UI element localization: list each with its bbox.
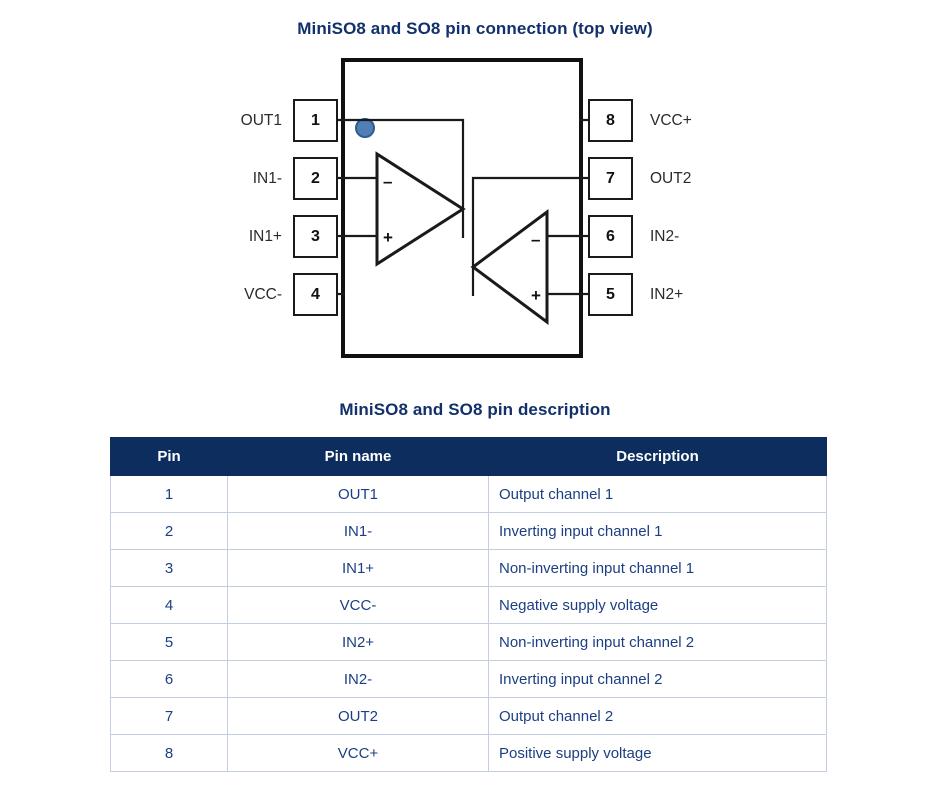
cell-pin-name: OUT1 bbox=[227, 475, 489, 513]
table-row: 2 IN1- Inverting input channel 1 bbox=[110, 512, 827, 550]
table-title: MiniSO8 and SO8 pin description bbox=[339, 400, 611, 419]
table-row: 3 IN1+ Non-inverting input channel 1 bbox=[110, 549, 827, 587]
table-row: 8 VCC+ Positive supply voltage bbox=[110, 734, 827, 772]
cell-pin: 6 bbox=[110, 660, 228, 698]
cell-description: Non-inverting input channel 1 bbox=[488, 549, 827, 587]
table-body: 1 OUT1 Output channel 1 2 IN1- Inverting… bbox=[110, 475, 827, 772]
pin-label-in1-plus: IN1+ bbox=[248, 227, 282, 245]
pin-box-2: 2 bbox=[293, 157, 338, 200]
chip-body-outline bbox=[341, 58, 583, 358]
pin-connection-diagram: – + – + 1 OUT1 2 IN1- 3 IN1+ 4 VCC- 8 VC… bbox=[0, 50, 950, 370]
table-row: 7 OUT2 Output channel 2 bbox=[110, 697, 827, 735]
table-row: 1 OUT1 Output channel 1 bbox=[110, 475, 827, 513]
pin-label-vcc-minus: VCC- bbox=[244, 285, 282, 303]
amp1-noninverting-sign: + bbox=[383, 228, 393, 247]
table-row: 6 IN2- Inverting input channel 2 bbox=[110, 660, 827, 698]
cell-description: Output channel 2 bbox=[488, 697, 827, 735]
column-header-pin: Pin bbox=[110, 437, 228, 476]
pin-label-in2-minus: IN2- bbox=[650, 227, 680, 245]
pin-box-8: 8 bbox=[588, 99, 633, 142]
cell-pin: 1 bbox=[110, 475, 228, 513]
cell-pin: 3 bbox=[110, 549, 228, 587]
page-title: MiniSO8 and SO8 pin connection (top view… bbox=[297, 19, 653, 38]
cell-pin: 7 bbox=[110, 697, 228, 735]
cell-pin-name: IN1- bbox=[227, 512, 489, 550]
column-header-pin-name: Pin name bbox=[227, 437, 489, 476]
table-header-row: Pin Pin name Description bbox=[110, 437, 827, 476]
pin-label-in2-plus: IN2+ bbox=[650, 285, 684, 303]
pin-box-4: 4 bbox=[293, 273, 338, 316]
pin-box-7: 7 bbox=[588, 157, 633, 200]
cell-pin-name: IN1+ bbox=[227, 549, 489, 587]
cell-description: Non-inverting input channel 2 bbox=[488, 623, 827, 661]
pin1-orientation-dot-icon bbox=[355, 118, 375, 138]
cell-description: Positive supply voltage bbox=[488, 734, 827, 772]
cell-description: Output channel 1 bbox=[488, 475, 827, 513]
cell-pin-name: OUT2 bbox=[227, 697, 489, 735]
cell-pin-name: IN2+ bbox=[227, 623, 489, 661]
cell-description: Inverting input channel 1 bbox=[488, 512, 827, 550]
column-header-description: Description bbox=[488, 437, 827, 476]
cell-description: Negative supply voltage bbox=[488, 586, 827, 624]
cell-pin: 8 bbox=[110, 734, 228, 772]
cell-description: Inverting input channel 2 bbox=[488, 660, 827, 698]
pin-label-out1: OUT1 bbox=[240, 111, 282, 129]
cell-pin-name: VCC+ bbox=[227, 734, 489, 772]
cell-pin: 2 bbox=[110, 512, 228, 550]
pin-box-3: 3 bbox=[293, 215, 338, 258]
amp1-inverting-sign: – bbox=[383, 172, 393, 191]
table-row: 4 VCC- Negative supply voltage bbox=[110, 586, 827, 624]
pin-description-table: Pin Pin name Description 1 OUT1 Output c… bbox=[110, 437, 827, 772]
pin-label-vcc-plus: VCC+ bbox=[650, 111, 692, 129]
amp2-noninverting-sign: + bbox=[531, 286, 541, 305]
pin-label-in1-minus: IN1- bbox=[252, 169, 282, 187]
cell-pin: 5 bbox=[110, 623, 228, 661]
pin-box-1: 1 bbox=[293, 99, 338, 142]
cell-pin-name: IN2- bbox=[227, 660, 489, 698]
table-row: 5 IN2+ Non-inverting input channel 2 bbox=[110, 623, 827, 661]
pin-box-6: 6 bbox=[588, 215, 633, 258]
pin-box-5: 5 bbox=[588, 273, 633, 316]
cell-pin: 4 bbox=[110, 586, 228, 624]
amp2-inverting-sign: – bbox=[531, 230, 541, 249]
pin-label-out2: OUT2 bbox=[650, 169, 692, 187]
cell-pin-name: VCC- bbox=[227, 586, 489, 624]
